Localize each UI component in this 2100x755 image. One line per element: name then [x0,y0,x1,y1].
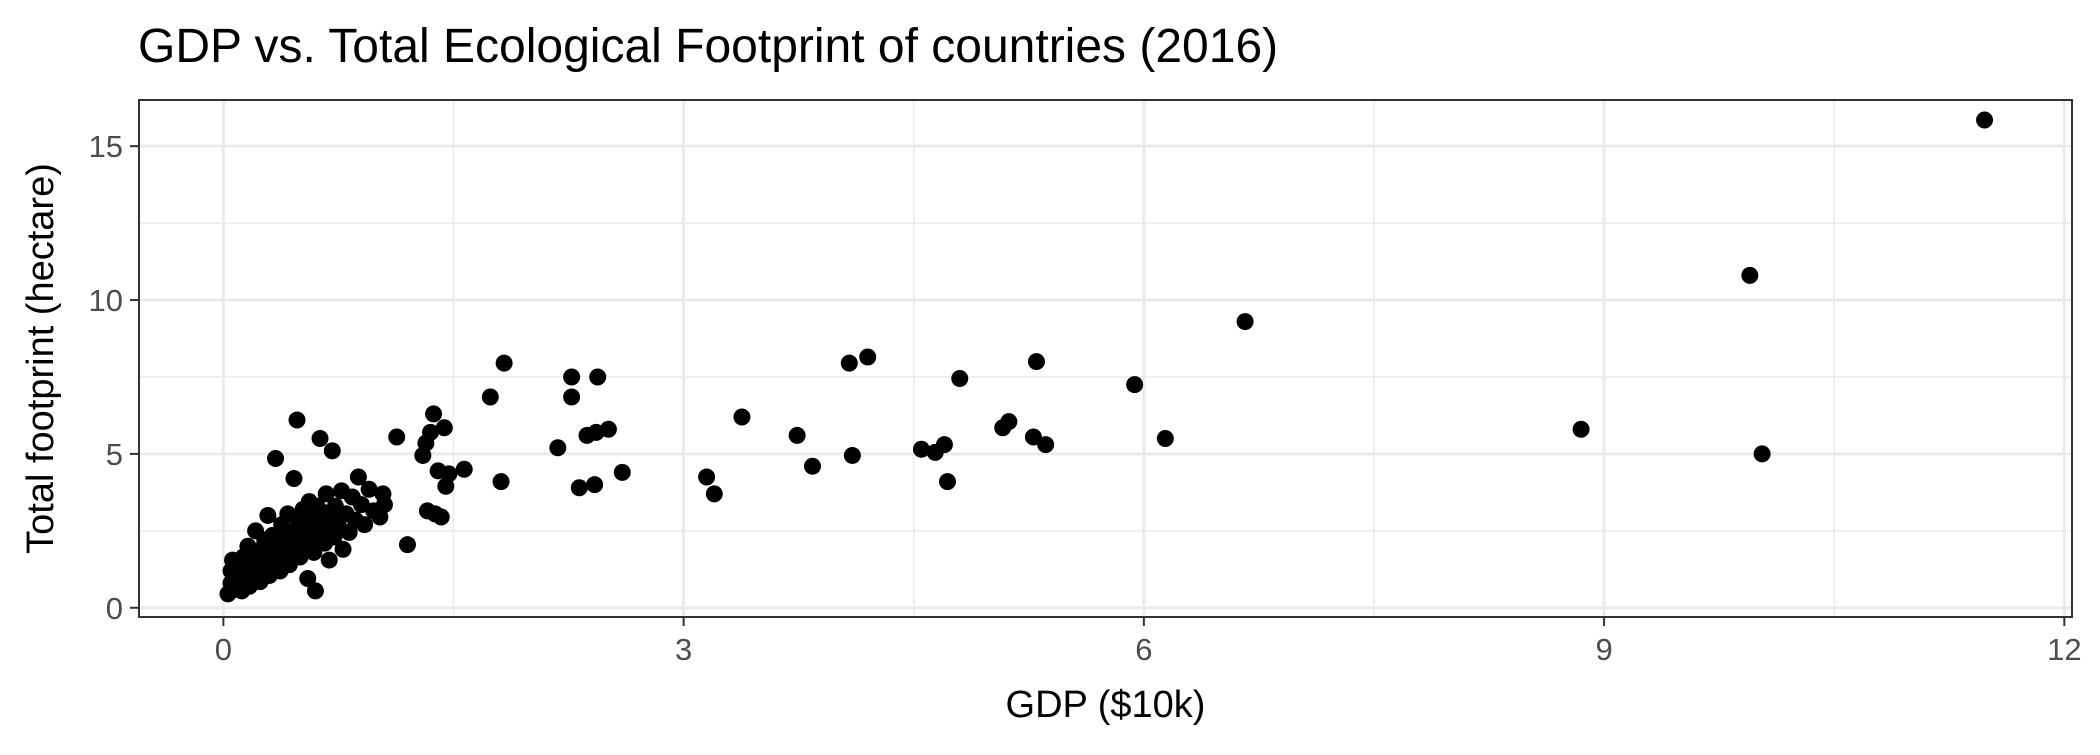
y-tick-label: 10 [89,283,123,318]
data-point [843,446,861,464]
data-point [425,405,443,423]
data-point [323,442,341,460]
data-point [356,516,374,534]
data-point [398,536,416,554]
data-point [788,426,806,444]
axis-ticks: 0 3 6 9 12 0 5 10 15 [89,129,2082,667]
plot-panel [139,100,2072,617]
data-point [1236,313,1254,331]
grid-lines [139,100,2072,617]
data-point [388,428,406,446]
data-point [1000,413,1018,431]
plot-border [138,99,2073,618]
data-point [311,430,329,448]
data-point [1976,111,1994,129]
data-point [320,551,338,569]
y-axis-title: Total footprint (hectare) [20,163,62,554]
data-point [613,463,631,481]
data-point [938,473,956,491]
data-point [563,368,581,386]
data-point [492,473,510,491]
data-point [421,423,439,441]
data-point [705,485,723,503]
data-point [435,419,453,437]
data-point [563,388,581,406]
data-point [549,439,567,457]
data-point [599,420,617,438]
chart-title: GDP vs. Total Ecological Footprint of co… [138,20,1278,73]
data-point [267,450,285,468]
x-tick-label: 9 [1595,632,1612,667]
data-point [1156,430,1174,448]
data-point [1126,376,1144,394]
data-point [1024,428,1042,446]
data-point [299,570,317,588]
data-point [259,506,277,524]
data-point [495,354,513,372]
data-point [334,540,352,558]
data-point [375,496,393,514]
data-point [935,436,953,454]
data-point [803,457,821,475]
data-point [360,480,378,498]
x-tick-label: 0 [215,632,232,667]
data-point [317,485,335,503]
data-point [288,411,306,429]
data-point [586,476,604,494]
x-tick-label: 6 [1135,632,1152,667]
data-point [1037,436,1055,454]
x-tick-label: 12 [2047,632,2081,667]
x-axis-title: GDP ($10k) [1006,684,1206,726]
data-point [440,465,458,483]
x-tick-label: 3 [675,632,692,667]
data-point [570,479,588,497]
data-point [698,468,716,486]
data-point [1572,420,1590,438]
data-point [951,370,969,388]
data-point [589,368,607,386]
y-tick-label: 0 [106,591,123,626]
data-point [859,348,877,366]
data-points [219,111,1994,603]
data-point [1753,445,1771,463]
data-point [733,408,751,426]
data-point [432,508,450,526]
data-point [306,582,324,600]
y-tick-label: 15 [89,129,123,164]
data-point [1741,266,1759,284]
data-point [840,354,858,372]
y-tick-label: 5 [106,437,123,472]
data-point [481,388,499,406]
data-point [912,440,930,458]
data-point [349,468,367,486]
data-point [285,470,303,488]
data-point [1027,353,1045,371]
data-point [455,460,473,478]
